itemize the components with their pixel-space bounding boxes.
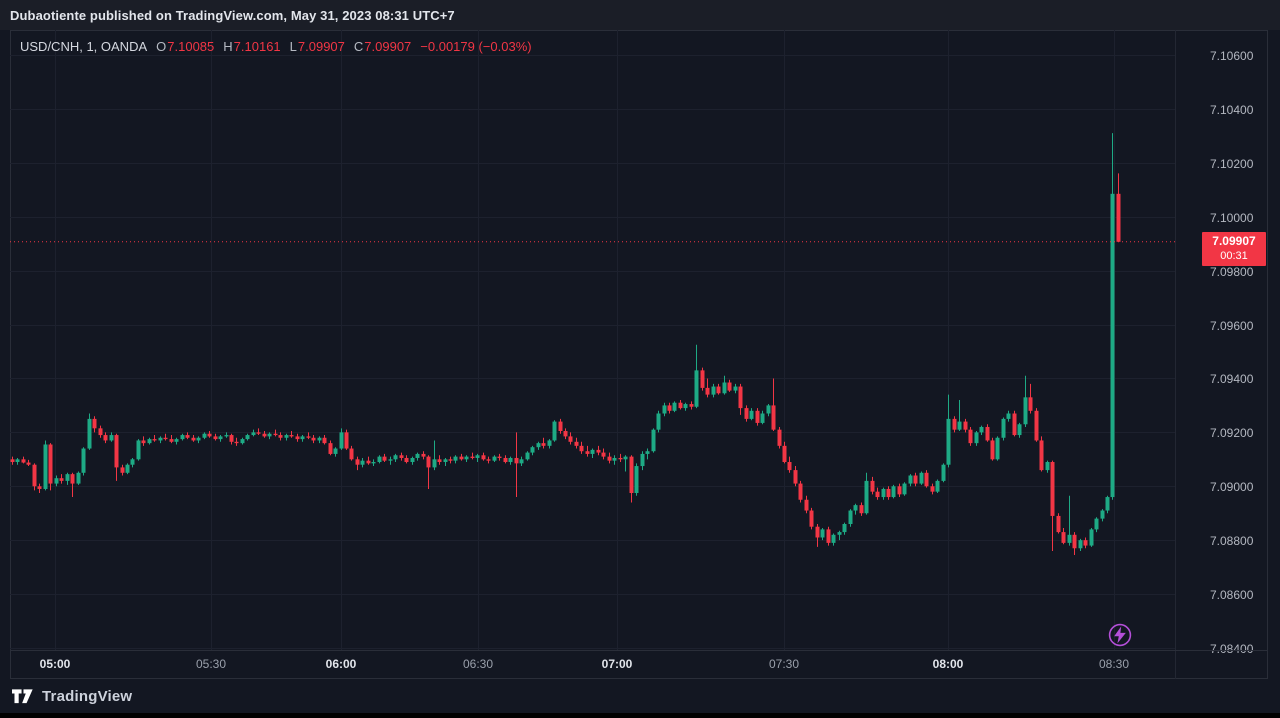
price-tick-label: 7.09200 bbox=[1210, 425, 1254, 440]
header: Dubaotiente published on TradingView.com… bbox=[0, 0, 1280, 30]
symbol-legend: USD/CNH, 1, OANDA O 7.10085 H 7.10161 L 7.099… bbox=[20, 39, 532, 54]
tradingview-logo-icon bbox=[12, 689, 33, 704]
time-tick-label: 05:00 bbox=[39, 657, 71, 671]
price-tick-label: 7.10600 bbox=[1210, 48, 1254, 63]
tradingview-brand-text: TradingView bbox=[42, 688, 133, 705]
price-tick-label: 7.10400 bbox=[1210, 102, 1254, 117]
time-scale[interactable]: 05:00 05:30 06:00 06:30 07:00 07:30 08:00 08:30 bbox=[10, 650, 1268, 679]
time-tick-label: 06:30 bbox=[462, 657, 494, 671]
ohlc-item: L 7.09907 bbox=[289, 39, 345, 54]
price-axis-separator bbox=[1175, 30, 1176, 679]
footer: TradingView bbox=[0, 679, 1280, 714]
price-tick-label: 7.08400 bbox=[1210, 641, 1254, 656]
ohlc-item: O 7.10085 bbox=[156, 39, 215, 54]
time-tick-label: 07:30 bbox=[768, 657, 800, 671]
time-tick-label: 06:00 bbox=[325, 657, 357, 671]
lightning-icon bbox=[1108, 623, 1132, 647]
header-title: Dubaotiente published on TradingView.com… bbox=[10, 7, 455, 23]
price-tick-label: 7.09800 bbox=[1210, 264, 1254, 279]
time-axis-border bbox=[10, 650, 1268, 651]
price-tick-label: 7.09400 bbox=[1210, 371, 1254, 386]
symbol-title: USD/CNH, 1, OANDA bbox=[20, 39, 148, 54]
flash-button[interactable] bbox=[1108, 623, 1132, 647]
ohlc-values: O 7.10085 H 7.10161 L 7.09907 C 7.09907 bbox=[156, 39, 411, 54]
last-price-value: 7.09907 bbox=[1212, 234, 1256, 248]
price-tick-label: 7.10200 bbox=[1210, 156, 1254, 171]
bar-countdown: 00:31 bbox=[1220, 250, 1248, 262]
price-tick-label: 7.10000 bbox=[1210, 210, 1254, 225]
ohlc-item: H 7.10161 bbox=[223, 39, 281, 54]
price-tick-label: 7.09000 bbox=[1210, 479, 1254, 494]
last-price-tag: 7.09907 00:31 bbox=[1202, 232, 1266, 266]
price-scale[interactable]: 7.10600 7.10400 7.10200 7.10000 7.09800 7.096… bbox=[1210, 0, 1270, 679]
time-tick-label: 07:00 bbox=[601, 657, 633, 671]
change-value: −0.00179 (−0.03%) bbox=[420, 39, 532, 54]
price-tick-label: 7.08600 bbox=[1210, 587, 1254, 602]
ohlc-item: C 7.09907 bbox=[353, 39, 412, 54]
bottom-strip bbox=[0, 713, 1280, 718]
time-tick-label: 08:30 bbox=[1098, 657, 1130, 671]
time-tick-label: 08:00 bbox=[932, 657, 964, 671]
price-tick-label: 7.09600 bbox=[1210, 318, 1254, 333]
chart-frame bbox=[10, 30, 1268, 679]
time-tick-label: 05:30 bbox=[195, 657, 227, 671]
tradingview-brand-link[interactable]: TradingView bbox=[12, 688, 132, 705]
price-tick-label: 7.08800 bbox=[1210, 533, 1254, 548]
